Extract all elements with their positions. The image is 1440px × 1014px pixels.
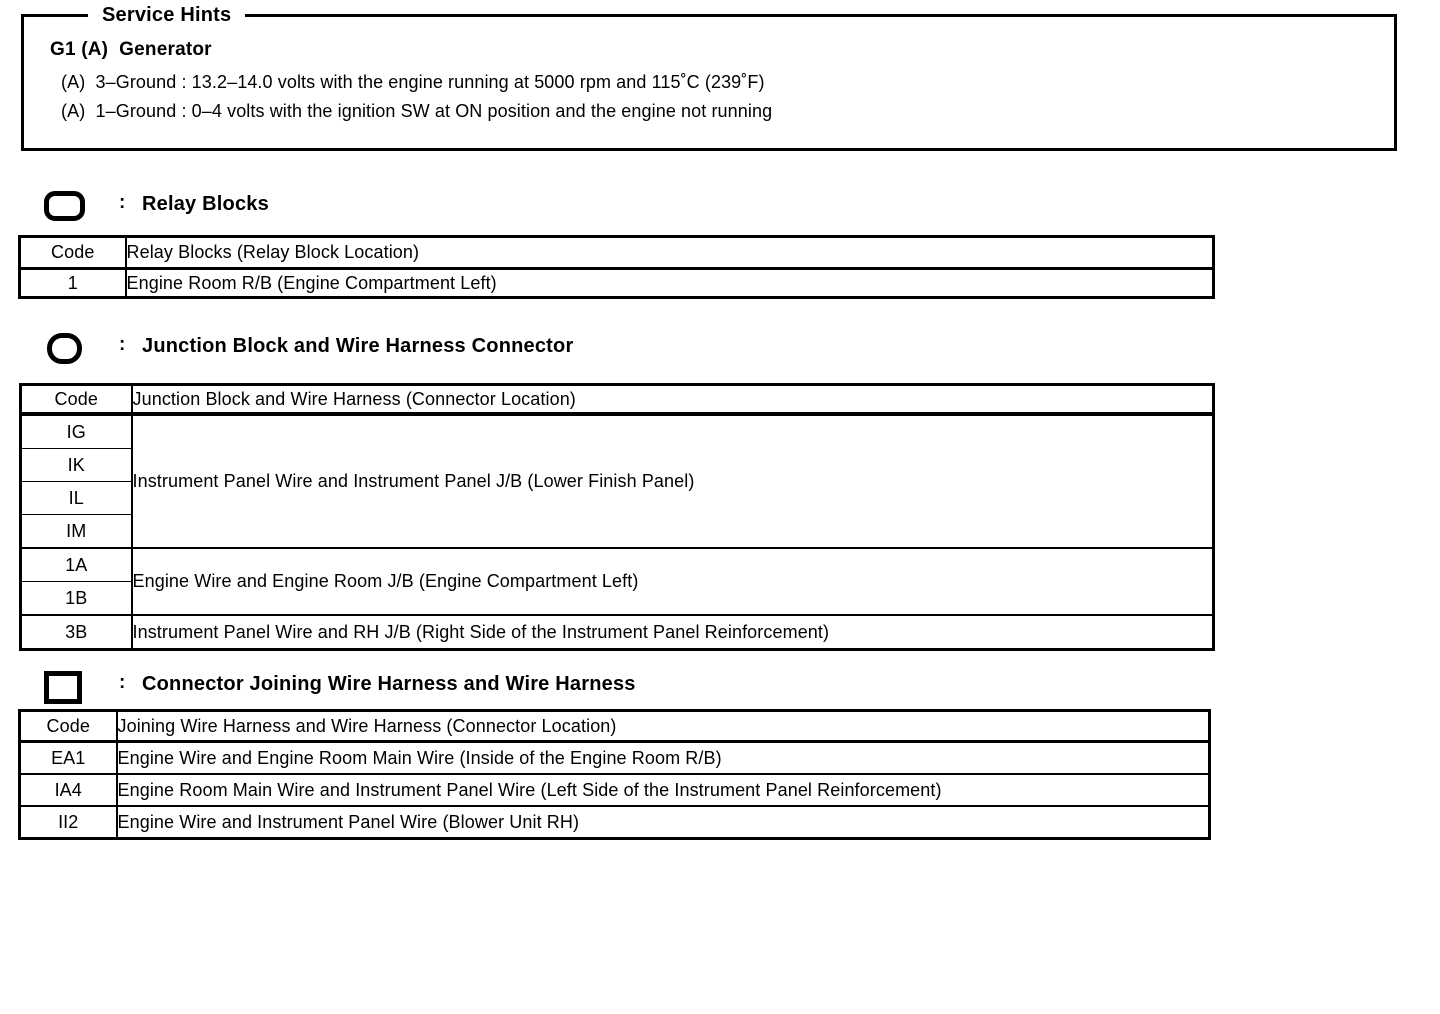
joining-code: IA4 [19, 774, 118, 807]
table-row: 1B [20, 581, 1214, 616]
junction-code: 3B [20, 615, 133, 650]
table-row: 3B Instrument Panel Wire and RH J/B (Rig… [20, 615, 1214, 650]
table-row: EA1 Engine Wire and Engine Room Main Wir… [19, 741, 1210, 775]
joining-connector-icon [44, 671, 82, 704]
section-colon: : [119, 672, 126, 693]
hint-line: (A) 3–Ground : 13.2–14.0 volts with the … [61, 72, 765, 92]
junction-code: 1A [20, 548, 133, 582]
junction-section-header: : Junction Block and Wire Harness Connec… [0, 332, 900, 368]
relay-block-icon [44, 191, 85, 221]
relay-location: Engine Room R/B (Engine Compartment Left… [126, 272, 497, 293]
table-row: II2 Engine Wire and Instrument Panel Wir… [19, 806, 1210, 839]
joining-section-header: : Connector Joining Wire Harness and Wir… [0, 670, 900, 706]
junction-block-table: Code Junction Block and Wire Harness (Co… [19, 383, 1215, 651]
table-header-row: Code Joining Wire Harness and Wire Harne… [19, 710, 1210, 743]
junction-location: Engine Wire and Engine Room J/B (Engine … [131, 548, 1214, 616]
table-header-row: Code Junction Block and Wire Harness (Co… [20, 384, 1214, 416]
joining-location: Engine Room Main Wire and Instrument Pan… [116, 774, 1210, 807]
joining-code: II2 [19, 806, 118, 839]
section-colon: : [119, 192, 126, 213]
service-hints-box: Service Hints G1 (A) Generator (A) 3–Gro… [21, 2, 1397, 151]
joining-connectors-table: Code Joining Wire Harness and Wire Harne… [18, 709, 1211, 840]
table-row: IL [20, 481, 1214, 515]
junction-code: IL [20, 481, 133, 515]
junction-location: Instrument Panel Wire and Instrument Pan… [131, 414, 1214, 549]
relay-section-heading: Relay Blocks [142, 193, 269, 215]
table-row: IM [20, 514, 1214, 549]
table-row: IA4 Engine Room Main Wire and Instrument… [19, 774, 1210, 807]
relay-code: 1 [19, 268, 127, 298]
column-header-code: Code [20, 384, 133, 416]
joining-location: Engine Wire and Instrument Panel Wire (B… [117, 811, 580, 832]
junction-section-heading: Junction Block and Wire Harness Connecto… [142, 335, 574, 357]
table-row: 1A Engine Wire and Engine Room J/B (Engi… [20, 548, 1214, 616]
column-header-code: Code [19, 710, 118, 743]
column-header-desc: Joining Wire Harness and Wire Harness (C… [116, 710, 1210, 743]
joining-section-heading: Connector Joining Wire Harness and Wire … [142, 673, 636, 695]
column-header-desc: Junction Block and Wire Harness (Connect… [131, 384, 1214, 416]
joining-code: EA1 [19, 741, 118, 775]
hint-line: (A) 1–Ground : 0–4 volts with the igniti… [61, 101, 773, 121]
junction-location: Instrument Panel Wire and RH J/B (Right … [132, 621, 830, 642]
column-header-desc: Relay Blocks (Relay Block Location) [125, 236, 1214, 270]
service-hints-title: Service Hints [88, 2, 246, 28]
junction-code: IK [20, 448, 133, 482]
table-row: IG Instrument Panel Wire and Instrument … [20, 414, 1214, 549]
table-header-row: Code Relay Blocks (Relay Block Location) [19, 236, 1214, 270]
component-title: G1 (A) Generator [50, 39, 212, 60]
column-header-code: Code [19, 236, 127, 270]
junction-code: 1B [20, 581, 133, 616]
junction-code: IG [20, 414, 133, 449]
junction-block-icon [47, 333, 82, 364]
relay-blocks-table: Code Relay Blocks (Relay Block Location)… [18, 235, 1215, 299]
relay-section-header: : Relay Blocks [0, 190, 900, 226]
junction-code: IM [20, 514, 133, 549]
table-row: 1 Engine Room R/B (Engine Compartment Le… [19, 268, 1214, 298]
joining-location: Engine Wire and Engine Room Main Wire (I… [116, 741, 1210, 775]
section-colon: : [119, 334, 126, 355]
table-row: IK [20, 448, 1214, 482]
